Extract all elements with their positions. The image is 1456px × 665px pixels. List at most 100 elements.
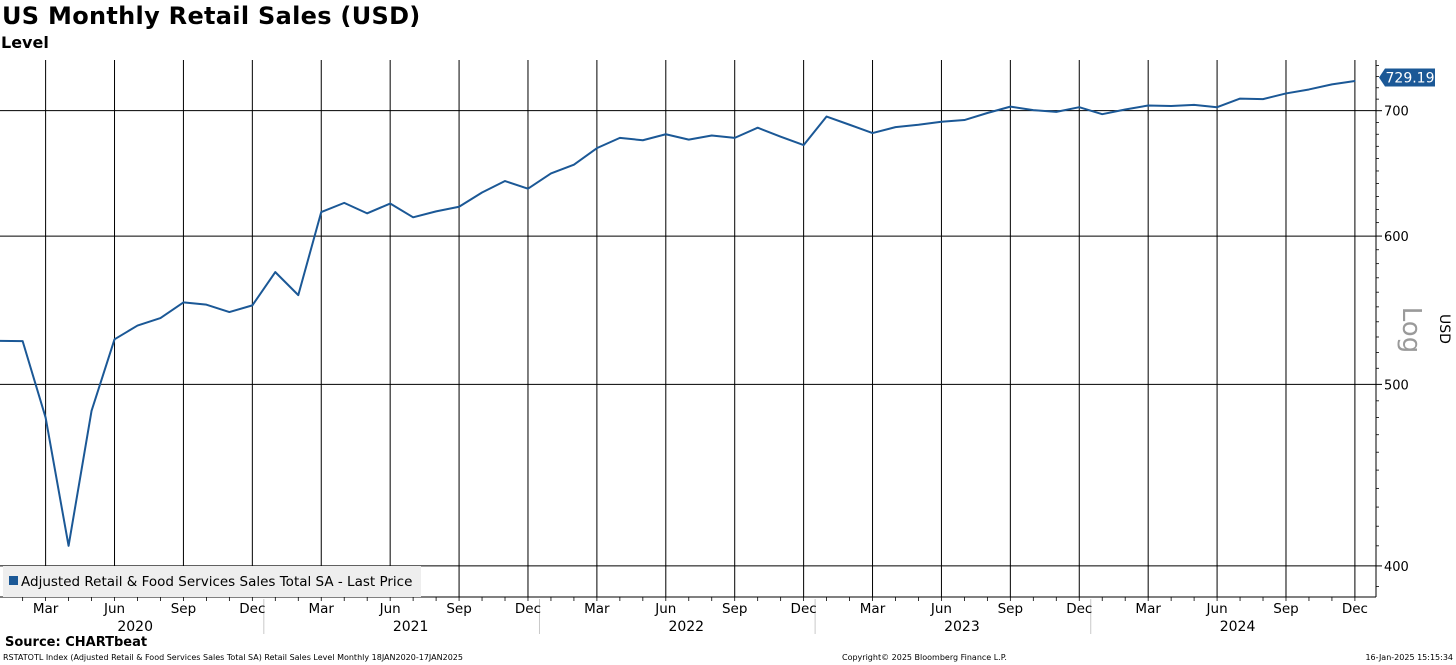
data-point [1285,92,1287,95]
data-point [1170,105,1172,107]
x-tick-label: Mar [33,601,59,617]
last-value-badge [1379,68,1435,87]
data-point [251,304,253,306]
timestamp: 16-Jan-2025 15:15:34 [1365,653,1453,662]
data-point [205,304,207,306]
data-point [1124,108,1126,111]
x-tick-label: Mar [860,601,886,617]
y-axis-title: USD [1436,314,1452,344]
data-point [343,202,345,204]
data-point [619,137,621,139]
data-point [1009,106,1011,108]
data-point [642,139,644,141]
x-tick-label: Mar [584,601,610,617]
data-point [1331,83,1333,85]
data-point [481,191,483,194]
data-point [1147,104,1149,107]
data-point [366,212,368,214]
data-point [113,338,116,340]
x-tick-label: Dec [1342,601,1368,617]
data-point [963,119,966,121]
data-point [67,545,70,547]
data-point [389,202,391,205]
data-point [803,144,805,146]
data-point [274,271,276,273]
data-point [688,139,690,141]
data-point [1032,109,1034,111]
data-point [871,132,874,134]
x-tick-label: Dec [515,601,541,617]
data-point [780,136,782,138]
x-year-label: 2022 [668,619,704,635]
data-point [412,216,414,218]
chart-subtitle: Level [1,33,49,52]
index-description: RSTATOTL Index (Adjusted Retail & Food S… [3,653,463,662]
data-point [1101,113,1103,115]
data-point [136,324,139,327]
data-point [1239,97,1241,100]
data-point [894,126,897,128]
data-series [0,80,1356,547]
y-tick-label: 700 [1384,105,1409,120]
data-point [734,137,736,139]
axis-labels: 400 500 600 700 Mar Jun Sep Dec Mar Jun Sep Dec Mar J… [33,105,1409,635]
x-tick-label: Jun [103,601,125,617]
y-tick-label: 600 [1384,230,1409,245]
data-point [182,301,185,304]
grid-lines [0,60,1376,597]
x-year-label: 2023 [944,619,980,635]
data-point [1193,104,1195,106]
data-point [711,134,713,137]
data-point [986,112,988,114]
legend-entry: Adjusted Retail & Food Services Sales To… [21,574,412,590]
data-point [550,172,552,175]
series-line [0,80,1356,547]
data-point [1308,88,1310,91]
data-point [435,210,437,212]
copyright-note: Copyright© 2025 Bloomberg Finance L.P. [842,653,1007,662]
data-point [825,115,828,118]
data-point [848,124,851,126]
data-point [917,124,920,126]
data-point [320,211,322,213]
data-point [45,417,47,419]
data-point [573,164,575,166]
log-scale-watermark: Log [1396,307,1426,353]
x-tick-label: Sep [171,601,196,617]
data-point [504,180,506,182]
data-point [22,340,24,342]
data-point [596,147,598,149]
data-point [1078,106,1080,108]
x-tick-label: Jun [1206,601,1228,617]
data-point [1262,98,1264,100]
x-year-label: 2020 [117,619,153,635]
data-point [1354,80,1356,82]
last-value-marker: 729.19 [1379,68,1435,87]
y-tick-label: 500 [1384,378,1409,393]
data-point [297,294,299,296]
axes [0,60,1382,634]
data-point [1216,106,1218,108]
x-tick-label: Dec [791,601,817,617]
x-tick-label: Jun [379,601,401,617]
x-tick-label: Sep [722,601,747,617]
x-tick-label: Jun [654,601,676,617]
data-point [757,127,759,129]
legend: Adjusted Retail & Food Services Sales To… [3,566,421,597]
data-point [1055,111,1057,113]
x-tick-label: Sep [446,601,471,617]
x-tick-label: Jun [930,601,952,617]
chart-title: US Monthly Retail Sales (USD) [2,2,421,30]
data-point [90,410,93,412]
y-tick-label: 400 [1384,560,1409,575]
legend-swatch [9,576,18,585]
x-tick-label: Dec [1066,601,1092,617]
data-point [665,133,667,135]
data-point [228,311,230,313]
data-point [159,317,162,319]
x-year-label: 2021 [393,619,429,635]
x-tick-label: Sep [998,601,1023,617]
x-tick-label: Dec [239,601,265,617]
x-tick-label: Mar [1135,601,1161,617]
